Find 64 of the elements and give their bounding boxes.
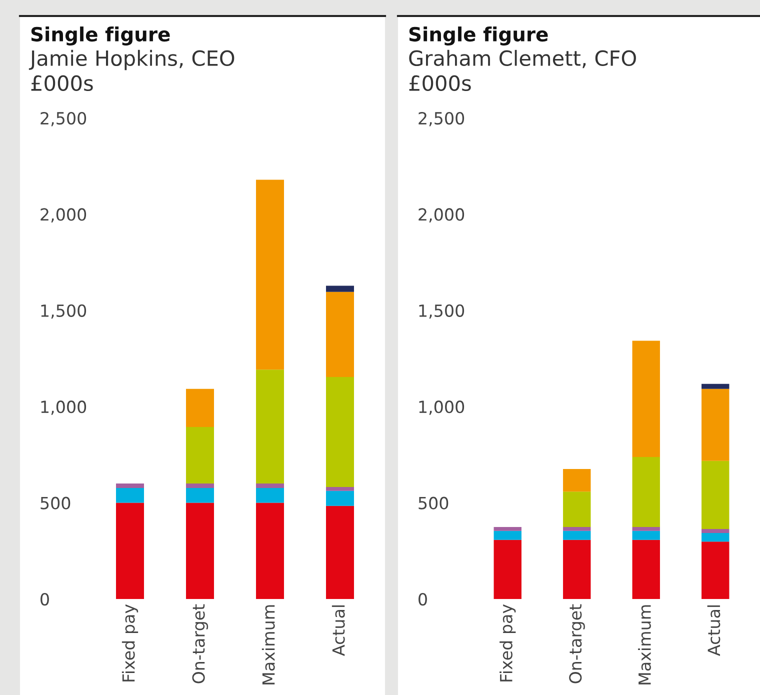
chart-subtitle: Graham Clemett, CFO bbox=[409, 50, 636, 68]
x-tick-label: Maximum bbox=[638, 605, 651, 684]
y-tick-label: 1,500 bbox=[419, 304, 464, 319]
bar bbox=[256, 484, 284, 488]
bar bbox=[494, 530, 522, 540]
bar bbox=[326, 286, 354, 292]
y-tick-label: 2,000 bbox=[40, 208, 86, 222]
bar bbox=[632, 527, 660, 531]
bar bbox=[186, 426, 214, 484]
bar bbox=[563, 530, 591, 540]
bar bbox=[326, 490, 354, 506]
y-tick-label: 500 bbox=[40, 496, 70, 510]
bar bbox=[563, 527, 591, 531]
bar bbox=[116, 488, 144, 503]
y-tick-label: 500 bbox=[418, 496, 448, 510]
bar bbox=[326, 292, 354, 377]
bar bbox=[702, 533, 730, 542]
chart-subtitle: Jamie Hopkins, CEO bbox=[28, 50, 234, 70]
bar bbox=[702, 460, 730, 529]
bar bbox=[563, 492, 591, 528]
y-tick-label: 2,500 bbox=[418, 112, 464, 126]
y-axis-title: £000s bbox=[31, 75, 93, 92]
bar bbox=[632, 540, 660, 599]
x-tick-label: Actual bbox=[707, 605, 720, 656]
y-tick-label: 0 bbox=[40, 592, 49, 606]
bar bbox=[116, 484, 144, 488]
bar bbox=[632, 457, 660, 528]
y-tick-label: 2,000 bbox=[418, 208, 464, 222]
bar bbox=[186, 484, 214, 488]
bar bbox=[702, 388, 730, 461]
chart-title: Single figure bbox=[409, 26, 548, 46]
y-tick-label: 1,000 bbox=[41, 400, 86, 415]
bar bbox=[702, 528, 730, 534]
x-tick-label: On-target bbox=[569, 604, 585, 684]
bar bbox=[494, 540, 522, 599]
bar bbox=[116, 502, 144, 599]
bar bbox=[186, 388, 214, 427]
bar bbox=[326, 376, 354, 488]
x-tick-label: Fixed pay bbox=[122, 604, 138, 682]
bar bbox=[494, 527, 522, 531]
bar bbox=[563, 540, 591, 599]
x-tick-label: Actual bbox=[332, 605, 345, 656]
bar bbox=[326, 506, 354, 599]
bar bbox=[256, 370, 284, 484]
bar bbox=[186, 488, 214, 503]
y-tick-label: 2,500 bbox=[40, 112, 86, 126]
bar bbox=[256, 180, 284, 370]
bar bbox=[256, 502, 284, 599]
bar bbox=[632, 340, 660, 458]
bar bbox=[326, 487, 354, 491]
bar bbox=[563, 468, 591, 492]
x-tick-label: Fixed pay bbox=[500, 604, 516, 682]
bar bbox=[256, 488, 284, 503]
bar bbox=[702, 542, 730, 599]
x-tick-label: Maximum bbox=[262, 605, 275, 684]
y-tick-label: 1,000 bbox=[419, 400, 464, 415]
chart-title: Single figure bbox=[31, 26, 170, 46]
bar bbox=[186, 502, 214, 599]
x-tick-label: On-target bbox=[192, 604, 208, 684]
y-axis-title: £000s bbox=[409, 75, 471, 92]
y-tick-label: 0 bbox=[418, 592, 427, 606]
bar bbox=[632, 530, 660, 540]
y-tick-label: 1,500 bbox=[41, 304, 86, 319]
bar bbox=[702, 384, 730, 389]
